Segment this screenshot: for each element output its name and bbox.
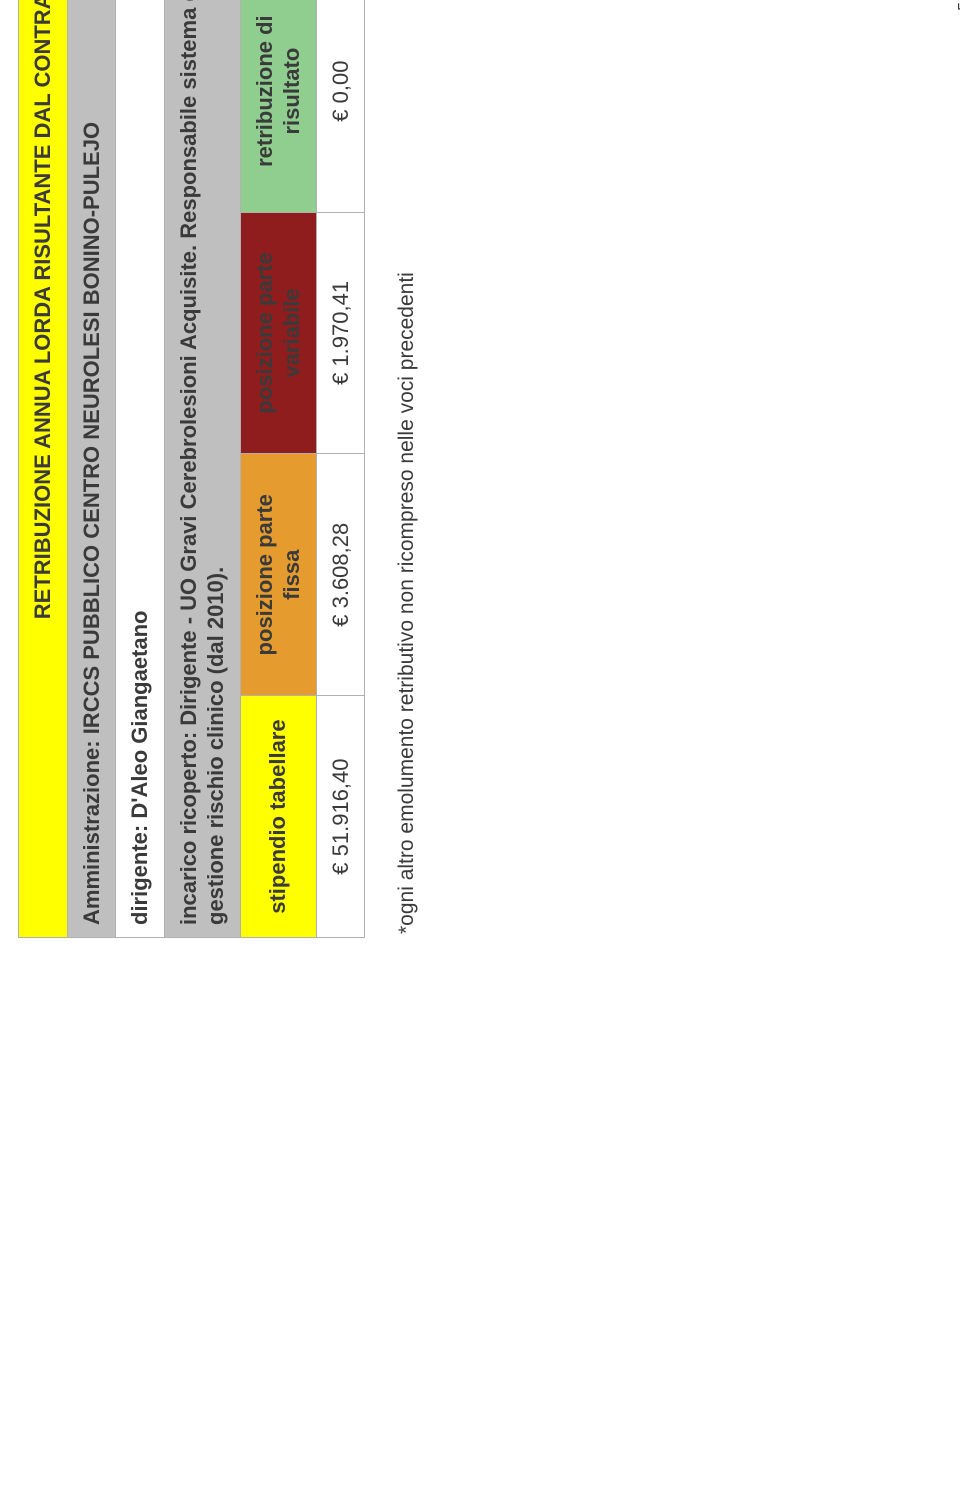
col-retribuzione-risultato: retribuzione di risultato — [240, 0, 316, 212]
compensation-table: RETRIBUZIONE ANNUA LORDA RISULTANTE DAL … — [18, 0, 365, 938]
incarico-row: incarico ricoperto: Dirigente - UO Gravi… — [164, 0, 240, 938]
document-page: RETRIBUZIONE ANNUA LORDA RISULTANTE DAL … — [0, 0, 960, 960]
col-posizione-fissa: posizione parte fissa — [240, 454, 316, 696]
val-retribuzione-risultato: € 0,00 — [316, 0, 365, 212]
val-stipendio-tabellare: € 51.916,40 — [316, 696, 365, 938]
val-posizione-variabile: € 1.970,41 — [316, 212, 365, 454]
val-posizione-fissa: € 3.608,28 — [316, 454, 365, 696]
column-header-row: stipendio tabellare posizione parte fiss… — [240, 0, 316, 938]
amministrazione-row: Amministrazione: IRCCS PUBBLICO CENTRO N… — [67, 0, 116, 938]
col-stipendio-tabellare: stipendio tabellare — [240, 696, 316, 938]
table-title: RETRIBUZIONE ANNUA LORDA RISULTANTE DAL … — [19, 0, 68, 938]
col-posizione-variabile: posizione parte variabile — [240, 212, 316, 454]
dirigente-row: dirigente: D'Aleo Giangaetano — [116, 0, 165, 938]
value-row: € 51.916,40 € 3.608,28 € 1.970,41 € 0,00… — [316, 0, 365, 938]
footnote: *ogni altro emolumento retributivo non r… — [365, 0, 419, 938]
